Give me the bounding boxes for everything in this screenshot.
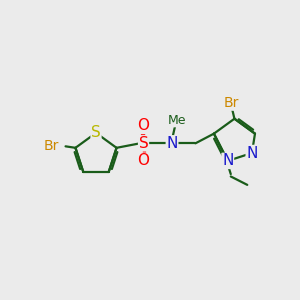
Text: S: S (91, 125, 101, 140)
Text: Br: Br (224, 96, 239, 110)
Text: S: S (139, 136, 148, 151)
Text: Br: Br (44, 139, 59, 153)
Text: N: N (167, 136, 178, 151)
Text: N: N (222, 153, 233, 168)
Text: Me: Me (168, 114, 187, 127)
Text: O: O (137, 118, 149, 134)
Text: O: O (137, 153, 149, 168)
Text: N: N (246, 146, 258, 160)
